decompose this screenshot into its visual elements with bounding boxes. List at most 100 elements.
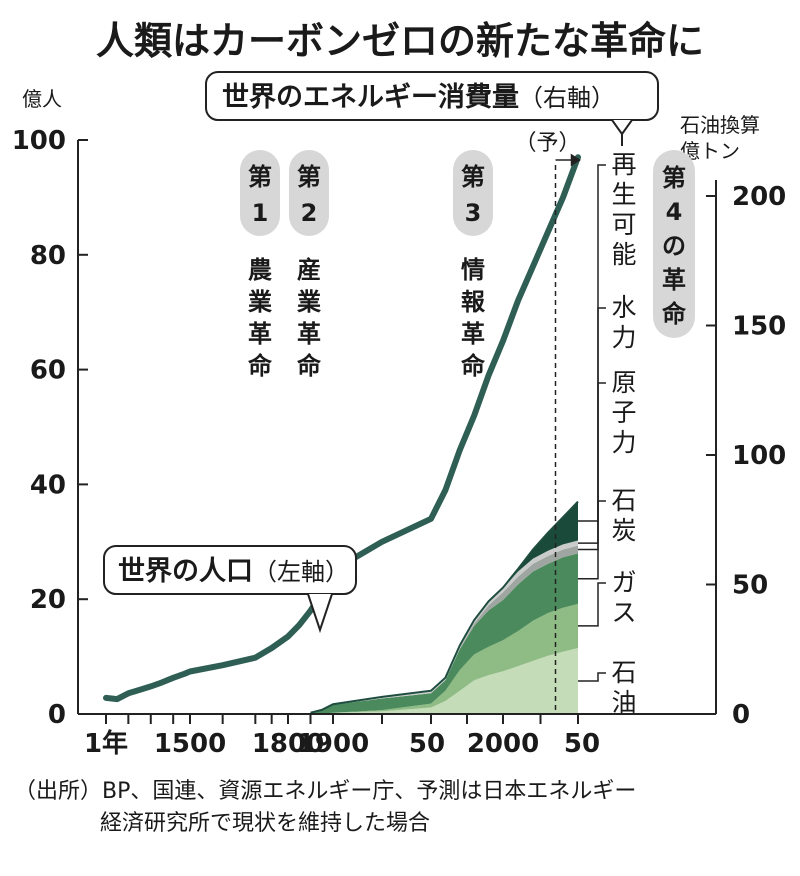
right-tick-label: 0 [732, 700, 750, 730]
era-1-name-char4: 命 [248, 352, 273, 380]
era-3-badge-char2: 3 [465, 199, 482, 227]
energy-axis-note: （右軸） [519, 84, 615, 112]
era-3: 第 3 情 報 革 命 [453, 150, 493, 380]
source-line1: （出所）BP、国連、資源エネルギー庁、予測は日本エネルギー [14, 779, 636, 804]
series-label-char: ガ [611, 568, 636, 597]
energy-callout-pointer [611, 119, 633, 136]
population-axis-note: （左軸） [253, 558, 349, 586]
x-tick-label: 50 [409, 729, 445, 759]
left-tick-label: 60 [30, 356, 66, 386]
series-label-char: 力 [611, 323, 636, 352]
energy-callout: 世界のエネルギー消費量（右軸） [205, 71, 659, 146]
left-axis-ticks: 0 20 40 60 80 100 [12, 126, 88, 730]
series-label-char: 能 [611, 240, 636, 269]
area-4 [310, 545, 578, 713]
era-2-badge-char2: 2 [301, 199, 318, 227]
population-callout-pointer [307, 593, 333, 634]
era-1-name-char3: 革 [248, 320, 272, 348]
series-label-leader [578, 382, 606, 551]
series-label-leader [578, 500, 606, 580]
energy-series-name: 世界のエネルギー消費量 [222, 82, 519, 113]
era-1-badge-char1: 第 [248, 163, 272, 191]
forecast-arrow-icon [555, 153, 581, 167]
population-callout-text: 世界の人口（左軸） [118, 556, 349, 587]
series-label-char: 油 [611, 688, 636, 717]
era-4-char1: 第 [662, 164, 686, 192]
era-1-name-char1: 農 [248, 256, 272, 284]
series-label-leader [578, 164, 606, 522]
era-3-name-char4: 命 [461, 352, 486, 380]
era-2: 第 2 産 業 革 命 [289, 150, 329, 380]
area-2 [310, 603, 578, 714]
era-1-badge-bg [240, 150, 280, 236]
era-2-name-char3: 革 [297, 320, 321, 348]
population-series-name: 世界の人口 [118, 556, 253, 587]
area-5 [310, 540, 578, 713]
area-3 [310, 553, 578, 714]
series-label-char: 炭 [611, 516, 636, 545]
right-tick-label: 50 [732, 571, 768, 601]
source-line2: 経済研究所で現状を維持した場合 [100, 811, 430, 836]
left-tick-label: 80 [30, 241, 66, 271]
era-2-name-char1: 産 [297, 256, 321, 284]
era-2-name-char4: 命 [297, 352, 322, 380]
series-label-char: 力 [611, 428, 636, 457]
left-tick-label: 40 [30, 470, 66, 500]
x-tick-label: 1500 [154, 729, 226, 759]
era-2-badge-char1: 第 [297, 163, 321, 191]
left-tick-label: 20 [30, 585, 66, 615]
era-3-name-char3: 革 [461, 320, 485, 348]
right-axis-ticks: 0 50 100 150 200 [706, 182, 786, 730]
series-label-char: 水 [611, 293, 636, 322]
era-4-badge-bg [653, 150, 695, 338]
population-callout: 世界の人口（左軸） [103, 545, 357, 634]
era-2-name-char2: 業 [297, 288, 321, 316]
left-tick-label: 100 [12, 126, 66, 156]
population-line [103, 154, 581, 703]
energy-callout-box [205, 71, 659, 121]
series-label-char: 子 [611, 398, 636, 427]
x-tick-label: 1900 [297, 729, 369, 759]
energy-total-line [310, 500, 579, 714]
x-tick-label: 2000 [467, 729, 539, 759]
left-axis-unit: 億人 [22, 87, 62, 111]
era-3-name-char2: 報 [461, 288, 486, 316]
chart-lines [103, 154, 581, 714]
era-1-badge-char2: 1 [252, 199, 269, 227]
energy-callout-text: 世界のエネルギー消費量（右軸） [222, 82, 615, 113]
series-label-leader [578, 582, 606, 627]
right-tick-label: 100 [732, 441, 786, 471]
series-label-char: 再 [611, 150, 636, 179]
era-1-name-char2: 業 [248, 288, 272, 316]
series-label-char: 原 [611, 368, 636, 397]
area-1 [310, 648, 578, 714]
forecast-label: （予） [514, 131, 580, 156]
right-axis-unit-line1: 石油換算 [680, 113, 760, 137]
population-callout-box [103, 545, 357, 595]
series-label-char: 可 [611, 210, 636, 239]
series-label-char: ス [611, 598, 636, 627]
series-label-char: 生 [611, 180, 636, 209]
era-4: 第 4 の 革 命 [653, 150, 695, 338]
right-tick-label: 200 [732, 182, 786, 212]
right-tick-label: 150 [732, 312, 786, 342]
era-2-badge-bg [289, 150, 329, 236]
era-4-char5: 命 [662, 300, 687, 328]
x-tick-label: 1800 [252, 729, 324, 759]
era-3-badge-bg [453, 150, 493, 236]
era-1: 第 1 農 業 革 命 [240, 150, 280, 380]
era-3-name-char1: 情 [461, 256, 485, 284]
era-4-char2: 4 [666, 198, 683, 226]
x-tick-label: 50 [564, 729, 600, 759]
series-label-leader [578, 307, 606, 544]
energy-areas [310, 501, 578, 714]
series-label-char: 石 [611, 658, 636, 687]
series-label-char: 石 [611, 486, 636, 515]
series-label-leader [578, 672, 606, 682]
chart-title: 人類はカーボンゼロの新たな革命に [96, 19, 704, 63]
left-tick-label: 0 [48, 700, 66, 730]
era-4-char4: 革 [662, 266, 686, 294]
